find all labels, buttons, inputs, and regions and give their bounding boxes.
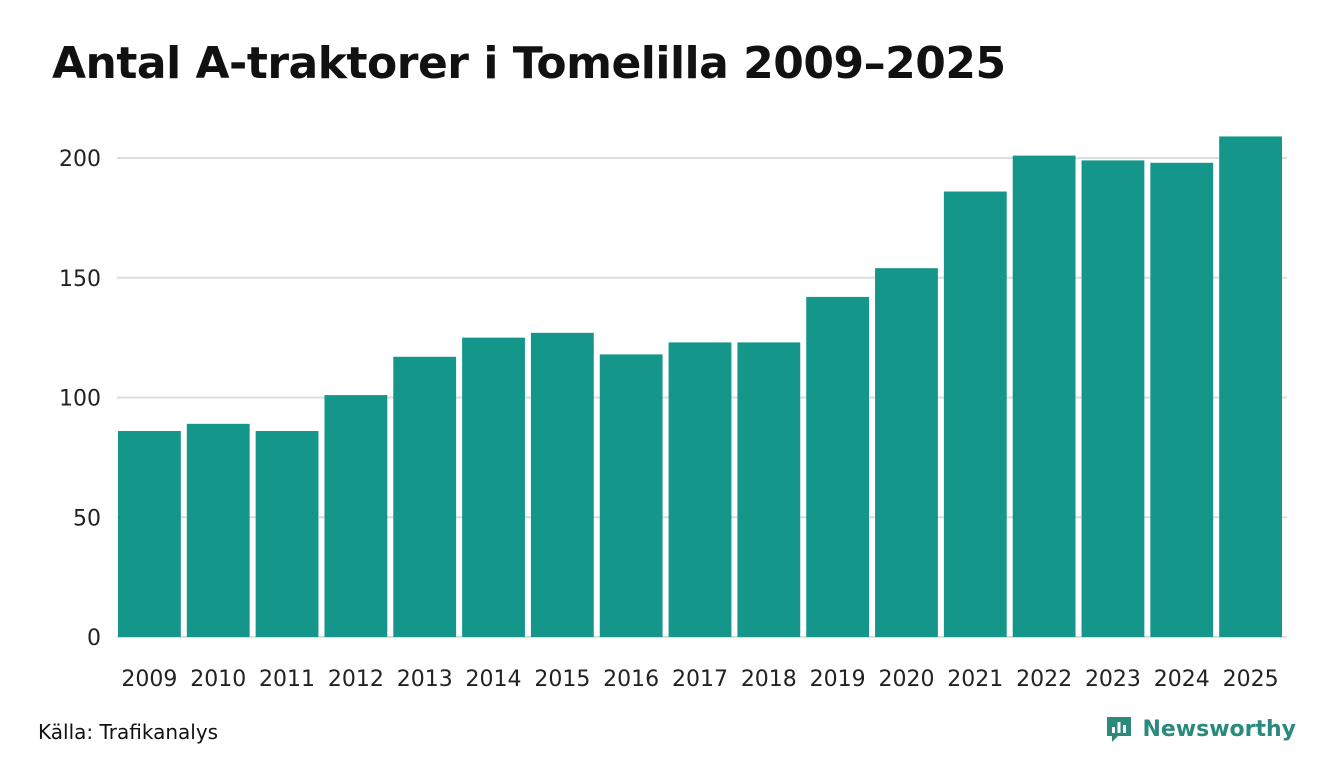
- x-tick-label: 2019: [810, 667, 866, 692]
- y-tick-label: 100: [59, 387, 101, 412]
- x-tick-label: 2014: [466, 667, 522, 692]
- x-tick-label: 2009: [121, 667, 177, 692]
- bar-2012: [324, 395, 388, 637]
- bar-2025: [1219, 136, 1282, 637]
- bar-2020: [875, 268, 938, 637]
- x-tick-label: 2020: [878, 667, 934, 692]
- bar-2019: [806, 296, 870, 637]
- bar-2024: [1150, 162, 1214, 638]
- x-tick-label: 2011: [259, 667, 315, 692]
- bar-2014: [462, 337, 525, 637]
- x-tick-label: 2021: [947, 667, 1003, 692]
- y-tick-label: 0: [87, 626, 101, 651]
- y-tick-label: 50: [73, 506, 101, 531]
- source-note: Källa: Trafikanalys: [38, 720, 219, 744]
- bar-2021: [943, 191, 1007, 637]
- bar-2017: [668, 342, 732, 637]
- y-tick-label: 150: [59, 267, 101, 292]
- bar-2015: [530, 332, 594, 637]
- bar-2022: [1012, 155, 1076, 638]
- y-tick-label: 200: [59, 147, 101, 172]
- x-tick-label: 2016: [603, 667, 659, 692]
- chart-title: Antal A-traktorer i Tomelilla 2009–2025: [52, 38, 1006, 89]
- bar-2018: [737, 342, 801, 637]
- x-tick-label: 2022: [1016, 667, 1072, 692]
- bar-2023: [1081, 160, 1145, 637]
- x-tick-label: 2018: [741, 667, 797, 692]
- newsworthy-logo-icon: [1107, 717, 1132, 742]
- bar-2016: [599, 354, 663, 637]
- bar-2011: [255, 431, 319, 637]
- brand-name: Newsworthy: [1142, 716, 1296, 742]
- bar-2013: [393, 356, 457, 637]
- bar-2009: [118, 431, 181, 637]
- x-tick-label: 2025: [1223, 667, 1279, 692]
- bar-2010: [186, 423, 250, 637]
- x-tick-label: 2010: [190, 667, 246, 692]
- x-tick-label: 2013: [397, 667, 453, 692]
- x-tick-label: 2015: [534, 667, 590, 692]
- x-tick-label: 2017: [672, 667, 728, 692]
- brand-logo: Newsworthy: [1104, 714, 1296, 744]
- x-tick-label: 2024: [1154, 667, 1210, 692]
- x-tick-label: 2012: [328, 667, 384, 692]
- x-tick-label: 2023: [1085, 667, 1141, 692]
